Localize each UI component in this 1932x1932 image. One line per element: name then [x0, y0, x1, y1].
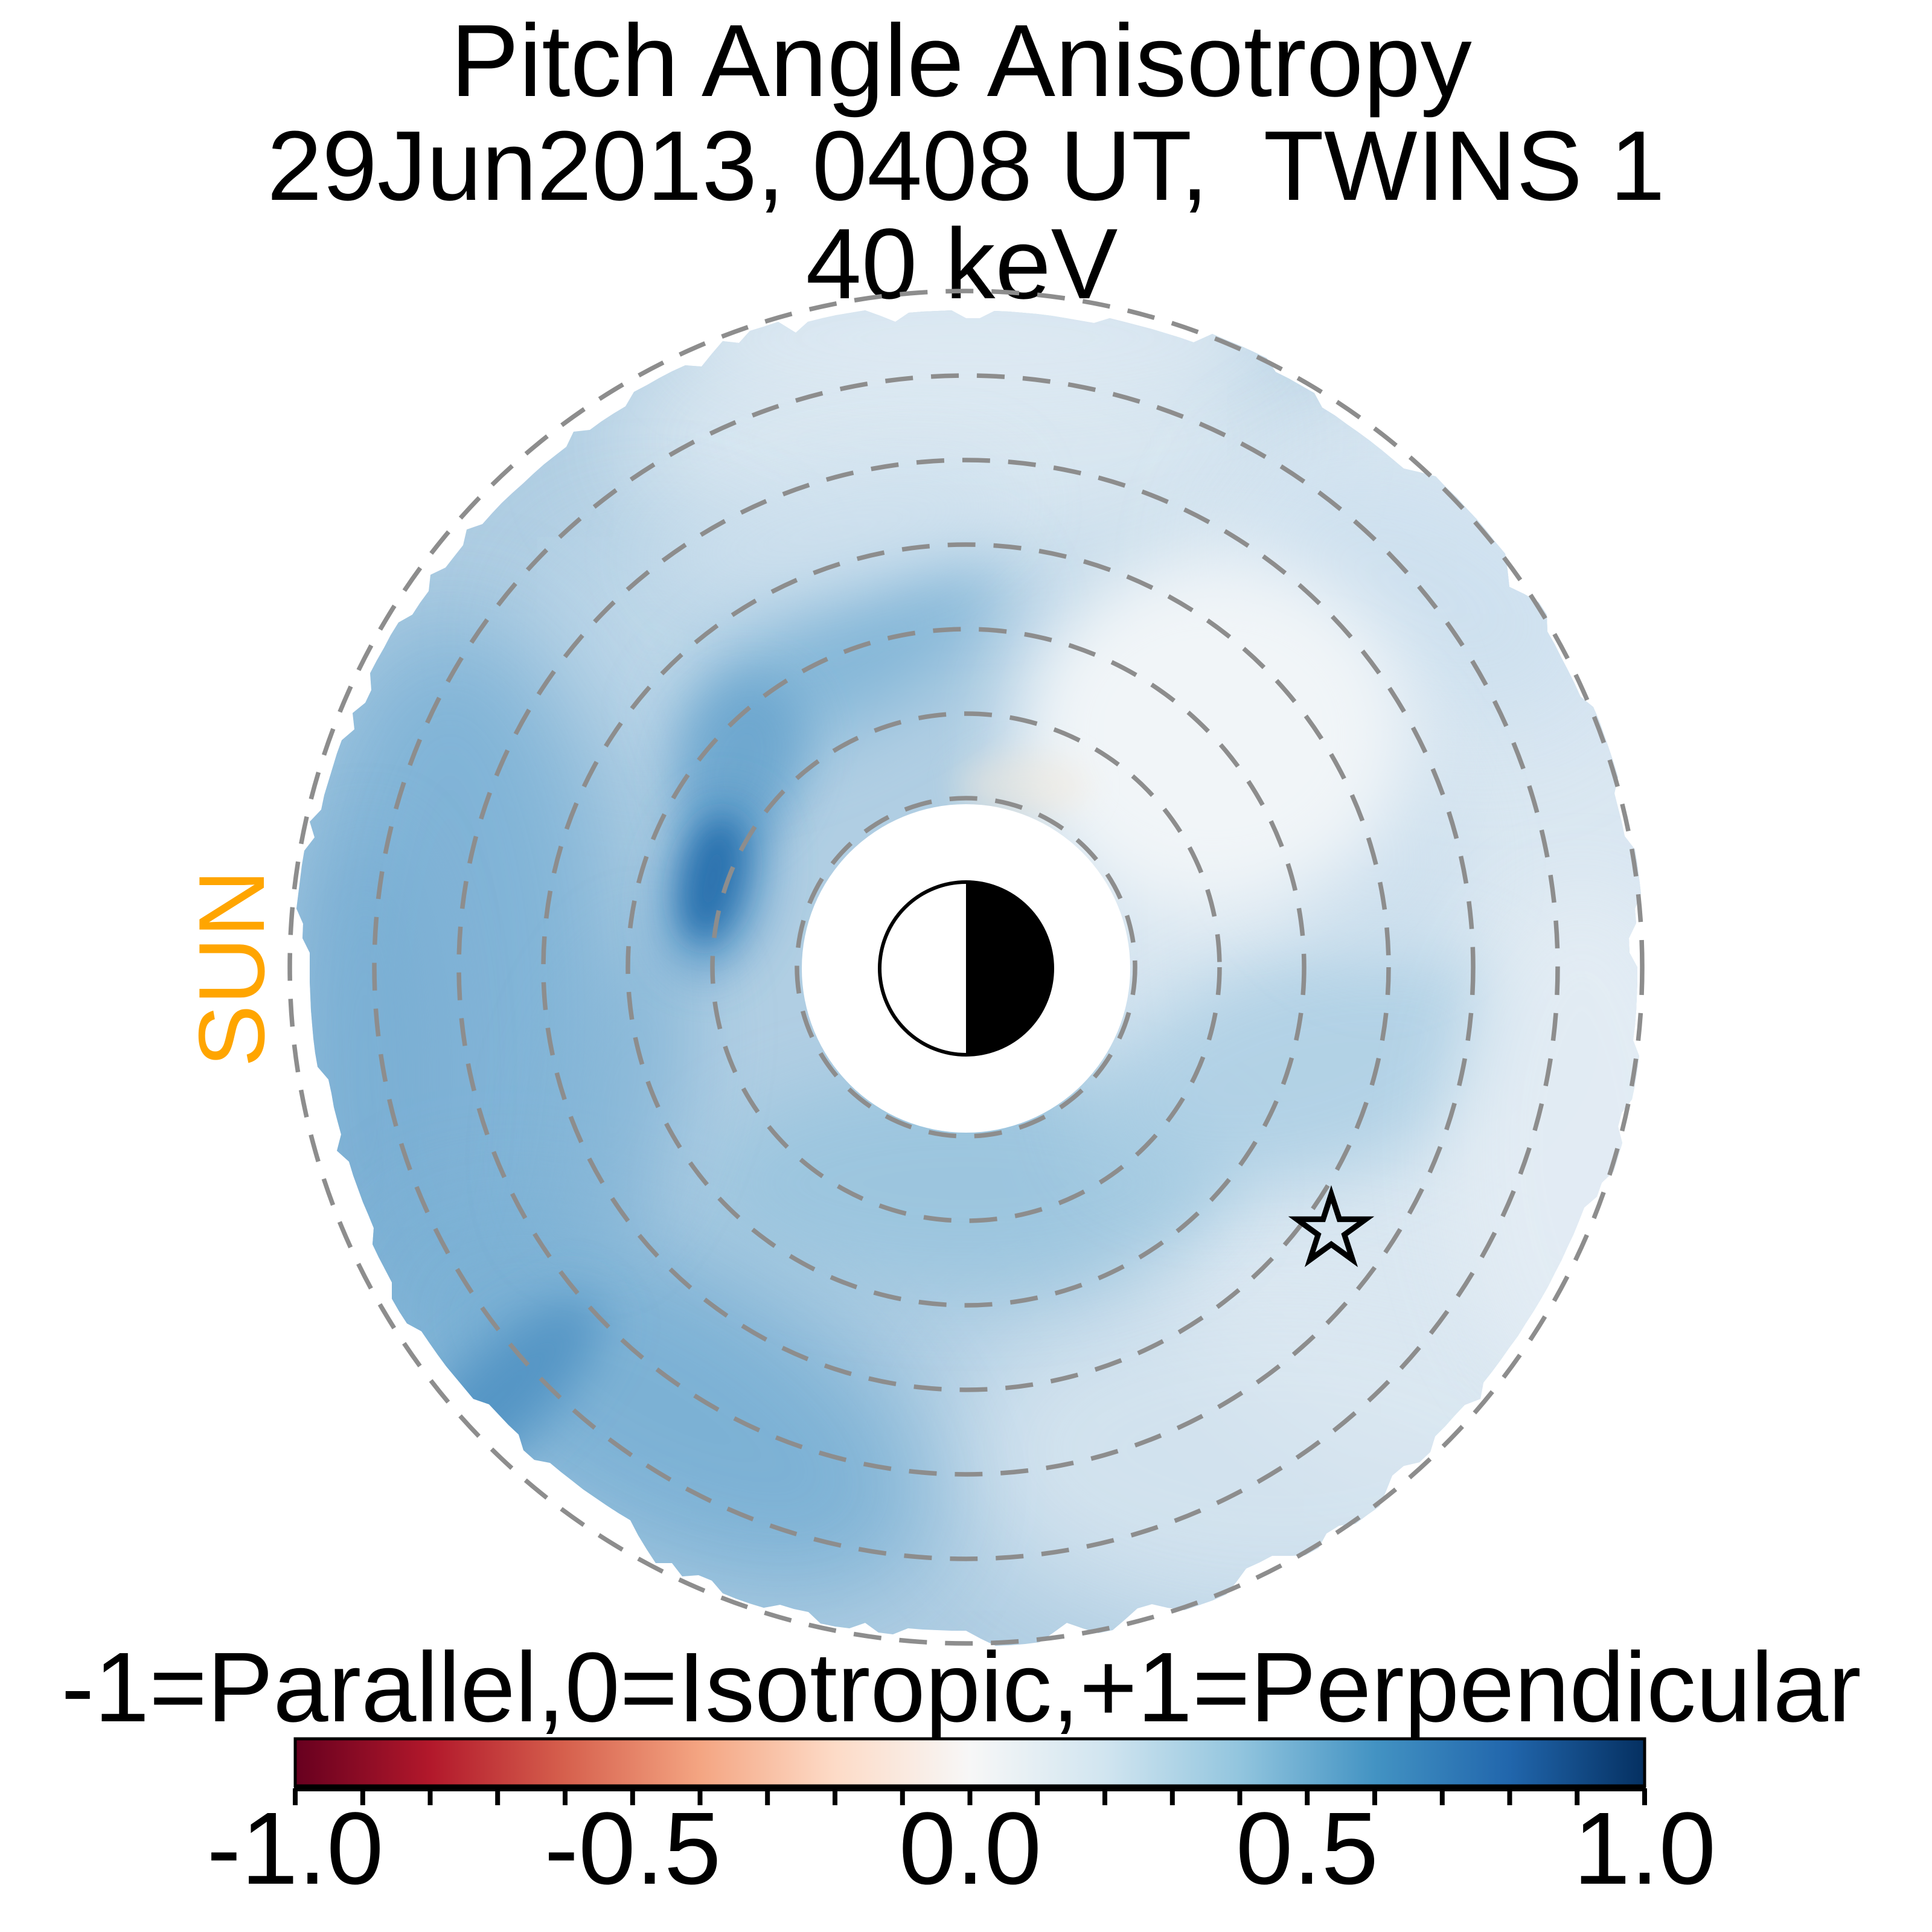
svg-text:1.0: 1.0 — [1573, 1791, 1716, 1906]
svg-text:Pitch Angle Anisotropy: Pitch Angle Anisotropy — [450, 4, 1472, 118]
svg-text:0.5: 0.5 — [1236, 1791, 1378, 1906]
svg-text:-1=Parallel,0=Isotropic,+1=Per: -1=Parallel,0=Isotropic,+1=Perpendicular — [61, 1632, 1861, 1742]
svg-text:SUN: SUN — [179, 869, 284, 1067]
svg-text:40 keV: 40 keV — [806, 208, 1118, 320]
svg-text:-1.0: -1.0 — [207, 1791, 384, 1906]
svg-text:-0.5: -0.5 — [545, 1791, 721, 1906]
svg-text:29Jun2013, 0408 UT, TWINS 1: 29Jun2013, 0408 UT, TWINS 1 — [267, 110, 1665, 221]
svg-text:0.0: 0.0 — [899, 1791, 1041, 1906]
